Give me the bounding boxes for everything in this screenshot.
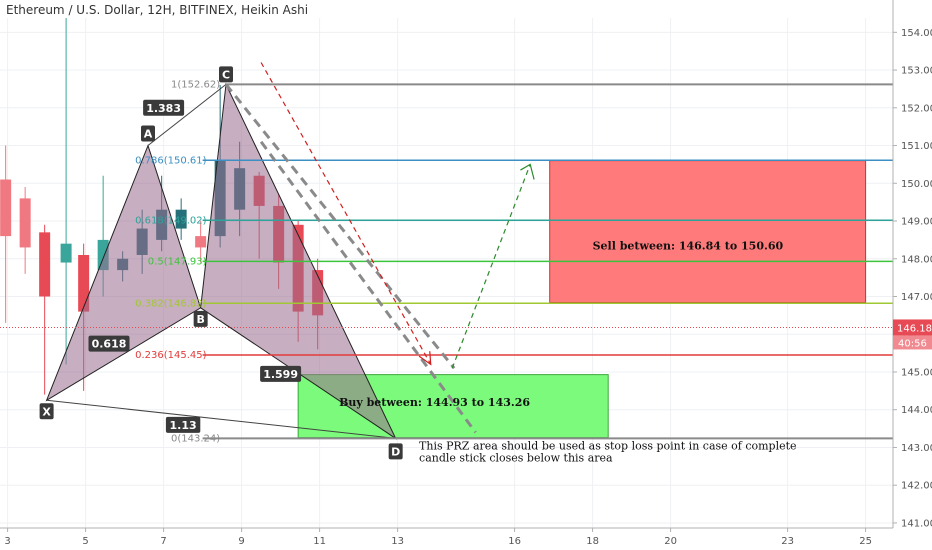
- projection-red-dashed: [260, 62, 432, 365]
- x-tick-label: 5: [82, 536, 88, 547]
- fib-level-label: 1(152.62): [171, 79, 220, 90]
- point-label: X: [42, 405, 51, 418]
- fib-level-label: 0.618(149.02): [135, 215, 207, 226]
- x-tick-label: 18: [586, 536, 599, 547]
- pattern-triangle-xab: [45, 144, 202, 402]
- point-badge: [39, 403, 54, 420]
- y-tick-label: 151.00: [901, 141, 932, 152]
- y-tick-label: 154.00: [901, 28, 932, 39]
- fib-level-label: 0(143.24): [171, 433, 220, 444]
- x-tick-label: 13: [391, 536, 404, 547]
- x-tick-label: 7: [160, 536, 166, 547]
- y-axis: 141.00142.00143.00144.00145.00146.00147.…: [892, 0, 932, 529]
- fib-level-label: 0.786(150.61): [135, 155, 207, 166]
- ratio-badge: [260, 365, 302, 382]
- plot-area: 1(152.62) 0.786(150.61) 0.618(149.02) 0.5(1…: [0, 18, 893, 464]
- sell-zone-label: Sell between: 146.84 to 150.60: [593, 239, 784, 252]
- candle-body: [175, 209, 187, 229]
- ratio-label: 1.383: [146, 102, 181, 115]
- x-axis: 3 5 7 9 11 13 16 18 20 23 25: [0, 527, 893, 547]
- price-badge-label: 146.18: [897, 323, 932, 334]
- point-label: C: [222, 68, 230, 81]
- countdown-label: 40:56: [898, 338, 927, 349]
- x-tick-label: 20: [664, 536, 677, 547]
- x-tick-label: 16: [508, 536, 521, 547]
- fib-level-label: 0.236(145.45): [135, 350, 207, 361]
- candle-body: [39, 232, 51, 297]
- projection-grey-dashed: [259, 140, 477, 434]
- point-badge: [193, 310, 208, 327]
- ratio-badge: [88, 335, 130, 352]
- point-label: A: [144, 128, 153, 141]
- ratio-badge: [143, 99, 185, 116]
- x-tick-label: 11: [313, 536, 326, 547]
- x-tick-label: 3: [4, 536, 10, 547]
- y-tick-label: 141.00: [901, 518, 932, 529]
- candle-body: [195, 236, 207, 248]
- y-tick-label: 144.00: [901, 405, 932, 416]
- x-tick-label: 9: [238, 536, 244, 547]
- projection-green-dashed: [451, 164, 531, 369]
- y-tick-label: 148.00: [901, 254, 932, 265]
- sell-zone: [549, 160, 867, 304]
- candle-body: [0, 179, 12, 237]
- x-tick-label: 25: [859, 536, 872, 547]
- y-tick-label: 149.00: [901, 217, 932, 228]
- candle-body: [19, 198, 31, 248]
- ratio-badge: [165, 416, 201, 433]
- y-tick-label: 150.00: [901, 179, 932, 190]
- price-badge: [893, 319, 932, 336]
- x-tick-label: 23: [781, 536, 794, 547]
- fib-level-label: 0.382(146.82): [135, 298, 207, 309]
- point-label: B: [196, 313, 204, 326]
- y-tick-label: 152.00: [901, 103, 932, 114]
- prz-annotation-line: This PRZ area should be used as stop los…: [419, 439, 797, 452]
- projection-grey-dashed: [224, 83, 456, 370]
- y-tick-label: 142.00: [901, 481, 932, 492]
- y-tick-label: 147.00: [901, 292, 932, 303]
- red-arrow-head: [418, 351, 432, 366]
- pattern-line-xd: [46, 399, 396, 439]
- ratio-label: 1.599: [263, 368, 298, 381]
- y-tick-label: 143.00: [901, 443, 932, 454]
- candle-body: [97, 239, 109, 271]
- countdown-badge: [893, 335, 932, 350]
- pattern-line-ac: [147, 84, 227, 146]
- chart-title: Ethereum / U.S. Dollar, 12H, BITFINEX, H…: [6, 3, 309, 17]
- y-tick-label: 145.00: [901, 367, 932, 378]
- fib-level-label: 0.5(147.93): [148, 256, 207, 267]
- buy-zone-label: Buy between: 144.93 to 143.26: [339, 396, 530, 409]
- ratio-label: 1.13: [170, 419, 197, 432]
- green-arrow-head: [520, 163, 535, 180]
- point-badge: [388, 443, 403, 460]
- ratio-label: 0.618: [92, 338, 127, 351]
- point-badge: [141, 125, 155, 142]
- candle-body: [60, 243, 72, 263]
- point-label: D: [391, 445, 400, 458]
- candle-body: [78, 254, 90, 312]
- prz-annotation-line: candle stick closes below this area: [419, 451, 613, 464]
- point-badge: [219, 66, 233, 83]
- y-tick-label: 153.00: [901, 66, 932, 77]
